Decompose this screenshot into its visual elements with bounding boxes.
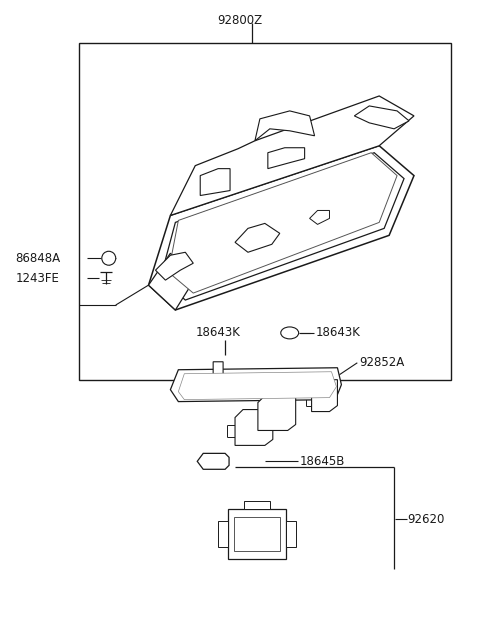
Polygon shape <box>179 372 336 399</box>
Polygon shape <box>312 379 337 412</box>
Text: 18645B: 18645B <box>300 455 345 468</box>
Polygon shape <box>354 106 409 129</box>
Bar <box>244 501 270 509</box>
Ellipse shape <box>281 327 299 339</box>
Bar <box>228 509 286 559</box>
Polygon shape <box>200 169 230 196</box>
Polygon shape <box>160 153 404 300</box>
Text: 92852A: 92852A <box>360 356 405 369</box>
Polygon shape <box>213 362 223 379</box>
Polygon shape <box>310 211 329 224</box>
Text: 18643K: 18643K <box>315 326 360 340</box>
Text: 92800Z: 92800Z <box>217 14 263 27</box>
Polygon shape <box>235 409 273 445</box>
Polygon shape <box>148 146 414 310</box>
Bar <box>79 43 451 379</box>
Text: 92620: 92620 <box>407 513 444 526</box>
Text: 1243FE: 1243FE <box>15 272 59 285</box>
Bar <box>234 517 280 551</box>
Polygon shape <box>170 96 414 216</box>
Polygon shape <box>197 454 229 469</box>
Polygon shape <box>268 148 305 169</box>
Bar <box>286 521 296 547</box>
Polygon shape <box>258 394 296 430</box>
Polygon shape <box>235 224 280 252</box>
Polygon shape <box>148 254 195 310</box>
Bar <box>218 521 228 547</box>
Circle shape <box>102 251 116 265</box>
Polygon shape <box>156 252 193 280</box>
Polygon shape <box>168 153 397 293</box>
Polygon shape <box>255 111 314 141</box>
Polygon shape <box>170 368 341 402</box>
Text: 18643K: 18643K <box>195 326 240 340</box>
Text: 86848A: 86848A <box>15 252 60 265</box>
